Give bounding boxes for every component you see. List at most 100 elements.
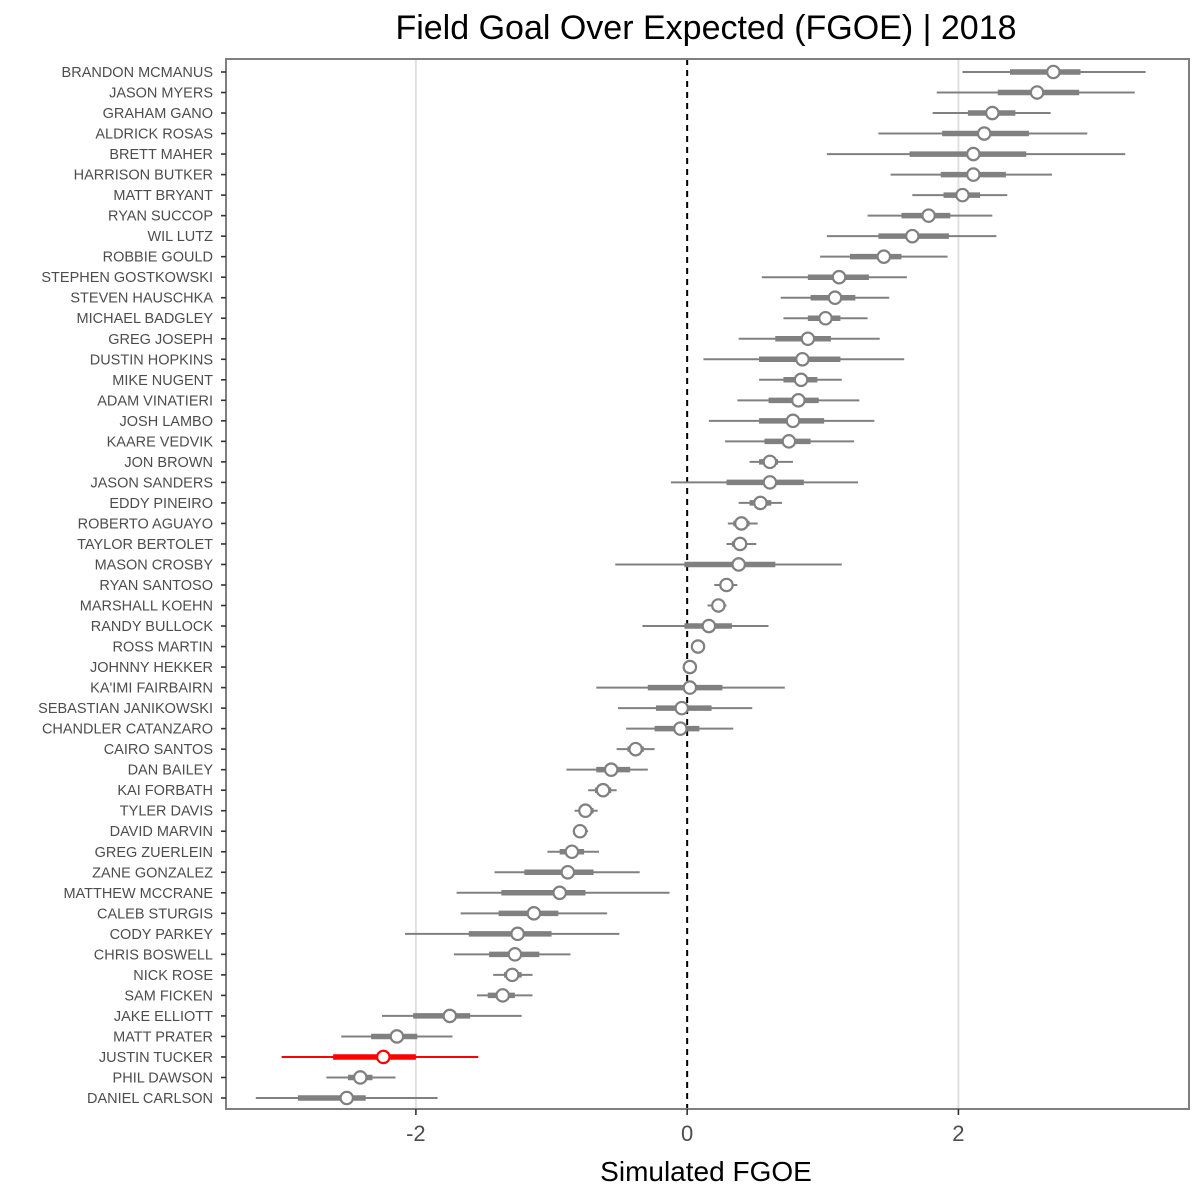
- player-mark-adam-vinatieri: [737, 393, 860, 408]
- y-tick-label-dustin-hopkins: DUSTIN HOPKINS: [90, 352, 213, 368]
- median-point: [690, 639, 706, 654]
- player-mark-johnny-hekker: [682, 659, 698, 675]
- median-point: [526, 906, 542, 921]
- y-tick-label-roberto-aguayo: ROBERTO AGUAYO: [78, 516, 213, 532]
- median-point: [831, 269, 847, 285]
- player-mark-zane-gonzalez: [494, 864, 640, 880]
- median-point: [595, 782, 611, 798]
- median-point: [827, 290, 843, 306]
- player-mark-justin-tucker: [281, 1049, 479, 1065]
- player-mark-cody-parkey: [405, 926, 620, 942]
- plot-panel: [226, 59, 1189, 1109]
- median-point: [603, 762, 619, 777]
- player-mark-stephen-gostkowski: [761, 269, 907, 285]
- median-point: [966, 146, 981, 162]
- y-tick-label-caleb-sturgis: CALEB STURGIS: [97, 906, 213, 922]
- player-mark-mike-nugent: [759, 372, 842, 388]
- y-tick-label-kai-forbath: KAI FORBATH: [117, 783, 213, 799]
- player-mark-caleb-sturgis: [460, 906, 608, 921]
- x-axis-title: Simulated FGOE: [600, 1156, 812, 1187]
- median-point: [762, 454, 778, 470]
- median-point: [504, 967, 520, 983]
- y-tick-label-chandler-catanzaro: CHANDLER CATANZARO: [42, 722, 213, 738]
- y-tick-label-josh-lambo: JOSH LAMBO: [120, 414, 213, 430]
- median-point: [578, 803, 593, 819]
- player-mark-graham-gano: [932, 105, 1051, 121]
- player-mark-brandon-mcmanus: [962, 64, 1146, 80]
- y-tick-label-matthew-mccrane: MATTHEW MCCRANE: [63, 886, 213, 902]
- median-point: [731, 557, 746, 572]
- y-tick-label-robbie-gould: ROBBIE GOULD: [103, 250, 213, 266]
- median-point: [701, 618, 717, 634]
- y-tick-label-michael-badgley: MICHAEL BADGLEY: [77, 311, 214, 327]
- player-mark-jon-brown: [749, 454, 793, 470]
- median-point: [674, 700, 690, 716]
- player-mark-matthew-mccrane: [456, 885, 670, 901]
- median-point: [818, 310, 833, 326]
- panel-frame-group: [225, 58, 1190, 1110]
- median-point: [966, 167, 981, 182]
- player-mark-daniel-carlson: [255, 1090, 438, 1106]
- y-tick-label-chris-boswell: CHRIS BOSWELL: [94, 947, 213, 963]
- median-point: [905, 228, 920, 244]
- player-mark-phil-dawson: [326, 1070, 396, 1085]
- player-mark-matt-bryant: [912, 187, 1008, 203]
- player-mark-tyler-davis: [574, 803, 598, 819]
- median-point: [376, 1049, 391, 1065]
- x-tick-label-0: -2: [406, 1121, 426, 1146]
- median-point: [339, 1090, 355, 1106]
- x-axis: -2 0 2: [406, 1109, 965, 1146]
- y-tick-label-marshall-koehn: MARSHALL KOEHN: [80, 599, 213, 615]
- median-point: [1029, 85, 1045, 100]
- median-point: [389, 1029, 405, 1044]
- y-tick-label-jason-myers: JASON MYERS: [109, 86, 213, 102]
- median-point: [552, 885, 567, 901]
- y-tick-label-jason-sanders: JASON SANDERS: [91, 475, 213, 491]
- median-point: [791, 393, 806, 408]
- median-point: [753, 495, 768, 511]
- player-mark-greg-joseph: [738, 331, 880, 347]
- y-tick-label-justin-tucker: JUSTIN TUCKER: [99, 1050, 213, 1066]
- panel-frame: [225, 58, 1190, 1110]
- y-tick-label-brett-maher: BRETT MAHER: [109, 147, 213, 163]
- marks-group: [255, 64, 1146, 1106]
- y-tick-label-sebastian-janikowski: SEBASTIAN JANIKOWSKI: [38, 701, 213, 717]
- y-tick-label-cairo-santos: CAIRO SANTOS: [104, 742, 213, 758]
- y-tick-label-graham-gano: GRAHAM GANO: [103, 106, 213, 122]
- y-tick-label-jon-brown: JON BROWN: [124, 455, 213, 471]
- y-tick-label-harrison-butker: HARRISON BUTKER: [74, 168, 213, 184]
- player-mark-kaare-vedvik: [725, 434, 854, 449]
- y-tick-label-stephen-gostkowski: STEPHEN GOSTKOWSKI: [41, 270, 213, 286]
- median-point: [976, 126, 992, 141]
- player-mark-jason-myers: [936, 85, 1135, 100]
- y-tick-label-david-marvin: DAVID MARVIN: [110, 824, 213, 840]
- median-point: [785, 413, 801, 429]
- median-point: [495, 988, 510, 1003]
- y-tick-label-cody-parkey: CODY PARKEY: [110, 927, 214, 943]
- median-point: [560, 864, 576, 880]
- y-tick-label-sam-ficken: SAM FICKEN: [124, 988, 213, 1004]
- median-point: [955, 187, 970, 203]
- y-tick-label-taylor-bertolet: TAYLOR BERTOLET: [77, 537, 213, 553]
- median-point: [719, 577, 734, 593]
- y-tick-label-johnny-hekker: JOHNNY HEKKER: [90, 660, 213, 676]
- y-tick-label-mike-nugent: MIKE NUGENT: [112, 373, 213, 389]
- player-mark-brett-maher: [826, 146, 1126, 162]
- y-tick-label-randy-bullock: RANDY BULLOCK: [91, 619, 214, 635]
- median-point: [682, 680, 698, 695]
- player-mark-aldrick-rosas: [878, 126, 1088, 141]
- median-point: [673, 721, 688, 736]
- player-mark-marshall-koehn: [707, 598, 727, 613]
- median-point: [352, 1070, 368, 1085]
- median-point: [682, 659, 698, 675]
- y-tick-label-brandon-mcmanus: BRANDON MCMANUS: [62, 65, 213, 81]
- x-tick-label-1: 0: [681, 1121, 693, 1146]
- y-tick-label-jake-elliott: JAKE ELLIOTT: [114, 1009, 213, 1025]
- player-mark-taylor-bertolet: [726, 536, 757, 552]
- panel-background: [226, 59, 1189, 1109]
- y-tick-label-kaare-vedvik: KAARE VEDVIK: [107, 434, 214, 450]
- player-mark-dan-bailey: [566, 762, 648, 777]
- median-point: [781, 434, 797, 449]
- y-tick-label-adam-vinatieri: ADAM VINATIERI: [97, 393, 213, 409]
